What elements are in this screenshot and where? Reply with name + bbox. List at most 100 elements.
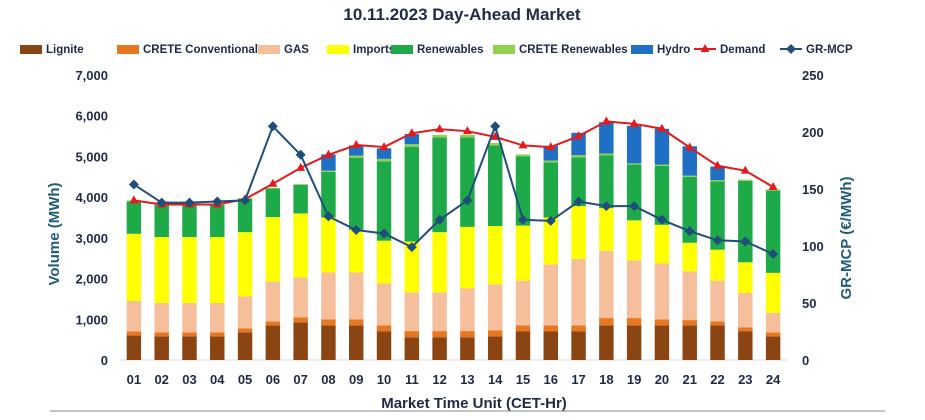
bars: [126, 122, 781, 360]
mcp-point: [128, 179, 139, 190]
bar-segment: [404, 331, 420, 338]
bar-segment: [432, 337, 447, 360]
bar-segment: [432, 331, 447, 338]
bar-segment: [654, 165, 670, 225]
mcp-point: [490, 121, 501, 132]
bar-segment: [654, 128, 670, 165]
bar-segment: [738, 179, 753, 181]
bar-segment: [376, 161, 392, 241]
bar-segment: [460, 137, 475, 227]
bar-segment: [432, 232, 447, 293]
bar-segment: [543, 160, 558, 163]
bar-segment: [404, 134, 420, 145]
bar-segment: [654, 164, 670, 166]
legend-label: Demand: [720, 44, 765, 56]
bar-segment: [349, 319, 364, 326]
legend-swatch: [20, 45, 42, 54]
bar-segment: [349, 272, 364, 320]
bar-segment: [349, 229, 364, 273]
bar-segment: [293, 322, 308, 360]
x-tick-label: 15: [516, 372, 530, 387]
bar-segment: [321, 170, 336, 172]
bar-segment: [710, 321, 725, 326]
legend-swatch: [258, 45, 280, 54]
bar-segment: [543, 325, 558, 332]
x-tick-label: 08: [321, 372, 335, 387]
bar-segment: [738, 327, 753, 332]
bar-segment: [626, 220, 642, 261]
bar-segment: [682, 175, 697, 177]
bar-segment: [376, 325, 392, 332]
legend-label: GAS: [284, 44, 309, 56]
bar-segment: [432, 137, 447, 233]
x-tick-label: 21: [682, 372, 696, 387]
x-tick-label: 10: [377, 372, 391, 387]
bar-segment: [515, 225, 531, 281]
bar-segment: [404, 241, 420, 293]
bar-segment: [404, 337, 420, 360]
series-line: [133, 123, 774, 255]
bar-segment: [154, 336, 169, 360]
legend-swatch: [117, 45, 139, 54]
bar-segment: [376, 158, 392, 162]
mcp-point: [351, 225, 362, 236]
bar-segment: [126, 300, 142, 332]
chart-title: 10.11.2023 Day-Ahead Market: [343, 5, 581, 24]
bar-segment: [487, 336, 503, 360]
y-tick-label: 1,000: [75, 312, 108, 327]
bar-segment: [626, 163, 642, 165]
bar-segment: [765, 312, 781, 333]
bar-segment: [321, 319, 336, 326]
legend-label: Hydro: [657, 44, 690, 56]
legend-label: GR-MCP: [806, 44, 853, 56]
mcp-point: [240, 195, 251, 206]
bar-segment: [765, 272, 781, 313]
bar-segment: [460, 337, 475, 360]
y-axis-title: Volume (MWh): [46, 182, 63, 285]
bar-segment: [710, 181, 725, 250]
y-tick-label: 6,000: [75, 109, 108, 124]
legend-marker: [700, 44, 710, 52]
x-tick-label: 03: [182, 372, 196, 387]
legend-label: Imports: [353, 44, 395, 56]
bar-segment: [626, 318, 642, 326]
mcp-point: [406, 242, 417, 253]
y2-tick-label: 250: [802, 68, 824, 83]
bar-segment: [154, 303, 169, 333]
bar-segment: [626, 164, 642, 221]
bar-segment: [237, 296, 253, 329]
bar-segment: [460, 226, 475, 289]
bar-segment: [626, 260, 642, 319]
bar-segment: [710, 166, 725, 181]
bar-segment: [515, 331, 531, 360]
mcp-point: [629, 201, 640, 212]
x-tick-label: 04: [210, 372, 225, 387]
bar-segment: [432, 134, 447, 138]
bar-segment: [376, 240, 392, 284]
x-tick-label: 13: [460, 372, 474, 387]
bar-segment: [349, 145, 364, 156]
bar-segment: [182, 332, 197, 337]
bar-segment: [154, 204, 169, 238]
bar-segment: [321, 154, 336, 171]
bar-segment: [765, 189, 781, 191]
demand-point: [518, 140, 528, 149]
bar-segment: [515, 280, 531, 326]
mcp-point: [768, 248, 779, 259]
demand-point: [546, 142, 556, 151]
demand-point: [490, 131, 500, 140]
axes: 01,0002,0003,0004,0005,0006,0007,0000501…: [75, 68, 823, 387]
bar-segment: [376, 283, 392, 326]
legend-label: Lignite: [46, 44, 84, 56]
mcp-point: [379, 228, 390, 239]
bar-segment: [265, 325, 281, 360]
bar-segment: [654, 263, 670, 320]
bar-segment: [543, 264, 558, 326]
demand-point: [323, 149, 333, 158]
bar-segment: [210, 237, 225, 303]
y2-tick-label: 0: [802, 353, 809, 368]
mcp-point: [684, 226, 695, 237]
mcp-point: [323, 211, 334, 222]
demand-point: [268, 178, 278, 187]
bar-segment: [543, 331, 558, 360]
